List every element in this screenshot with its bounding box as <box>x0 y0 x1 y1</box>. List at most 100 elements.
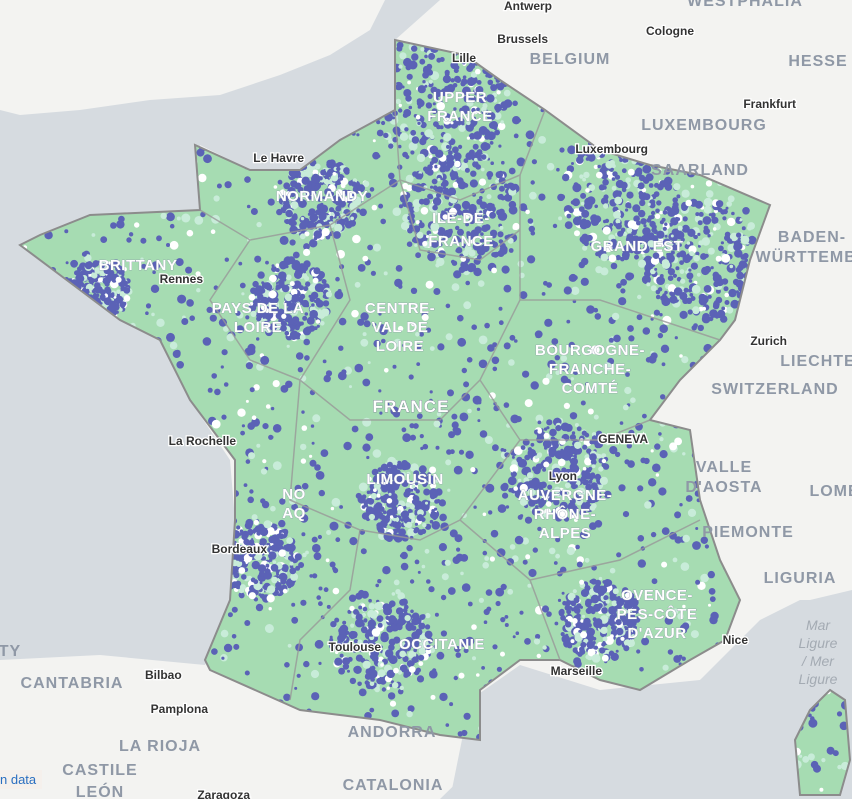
density-dot <box>309 574 314 578</box>
density-dot <box>410 287 418 294</box>
density-dot <box>152 204 161 212</box>
density-dot <box>514 339 518 343</box>
density-dot <box>359 208 367 217</box>
density-dot <box>53 132 62 142</box>
density-dot <box>76 538 84 546</box>
density-dot <box>60 325 65 330</box>
density-dot <box>348 630 357 640</box>
density-dot <box>349 385 352 389</box>
density-dot <box>422 198 430 206</box>
density-dot <box>679 503 683 507</box>
density-dot <box>367 53 372 58</box>
density-dot <box>109 292 115 298</box>
density-dot <box>294 686 298 690</box>
density-dot <box>672 557 678 563</box>
density-dot <box>664 290 668 295</box>
density-dot <box>358 589 365 597</box>
density-dot <box>703 265 712 274</box>
density-dot <box>602 179 609 186</box>
density-dot <box>654 443 661 450</box>
density-dot <box>9 361 17 369</box>
density-dot <box>721 278 729 285</box>
density-dot <box>27 256 32 262</box>
density-dot <box>196 288 201 293</box>
density-dot <box>190 578 198 585</box>
density-dot <box>560 448 564 453</box>
density-dot <box>418 198 425 205</box>
density-dot <box>110 465 117 473</box>
density-dot <box>259 273 263 277</box>
density-dot <box>309 239 318 248</box>
density-dot <box>119 601 125 608</box>
density-dot <box>406 241 413 247</box>
density-dot <box>115 276 122 283</box>
density-dot <box>176 216 181 221</box>
density-dot <box>357 264 366 272</box>
density-dot <box>97 500 104 507</box>
density-dot <box>10 436 16 442</box>
density-dot <box>464 167 470 173</box>
density-dot <box>594 204 598 209</box>
density-dot <box>429 390 433 394</box>
density-dot <box>318 212 327 221</box>
density-dot <box>243 483 248 487</box>
density-dot <box>126 622 132 628</box>
density-dot <box>632 204 641 213</box>
density-dot <box>458 144 463 149</box>
density-dot <box>134 592 142 599</box>
density-dot <box>562 600 567 606</box>
density-dot <box>598 466 604 472</box>
density-dot <box>620 288 626 294</box>
density-dot <box>667 649 674 655</box>
density-dot <box>107 405 111 409</box>
density-dot <box>261 556 267 561</box>
density-dot <box>391 504 397 510</box>
density-dot <box>313 191 317 195</box>
density-dot <box>405 521 413 529</box>
density-dot <box>135 132 142 139</box>
density-dot <box>437 178 441 182</box>
density-dot <box>450 61 459 70</box>
density-dot <box>262 423 269 430</box>
density-dot <box>508 205 518 215</box>
density-dot <box>720 241 725 245</box>
density-dot <box>429 488 438 496</box>
density-dot <box>270 564 279 572</box>
density-dot <box>411 53 419 61</box>
density-dot <box>525 209 530 215</box>
density-dot <box>38 163 48 172</box>
density-dot <box>25 122 34 130</box>
density-dot <box>42 158 51 167</box>
density-dot <box>408 666 416 673</box>
density-dot <box>22 485 29 493</box>
density-dot <box>350 623 355 628</box>
density-dot <box>213 195 220 202</box>
density-dot <box>618 297 627 306</box>
density-dot <box>689 293 694 297</box>
density-dot <box>176 361 184 369</box>
density-dot <box>661 259 670 267</box>
density-dot <box>380 663 384 667</box>
density-dot <box>466 357 473 363</box>
density-dot <box>594 579 602 587</box>
density-dot <box>145 311 149 316</box>
density-dot <box>284 662 290 668</box>
density-dot <box>374 80 381 86</box>
density-dot <box>225 533 234 542</box>
density-dot <box>650 531 657 538</box>
density-dot <box>508 248 514 253</box>
density-dot <box>334 657 343 666</box>
density-dot <box>417 105 422 109</box>
density-dot <box>290 81 296 88</box>
density-dot <box>648 355 657 364</box>
density-dot <box>289 561 294 566</box>
density-dot <box>697 244 701 248</box>
density-dot <box>91 304 100 313</box>
density-dot <box>70 460 75 466</box>
density-dot <box>476 80 482 85</box>
density-dot <box>282 588 288 594</box>
density-dot <box>33 442 40 449</box>
density-dot <box>231 634 237 639</box>
density-dot <box>329 207 335 213</box>
